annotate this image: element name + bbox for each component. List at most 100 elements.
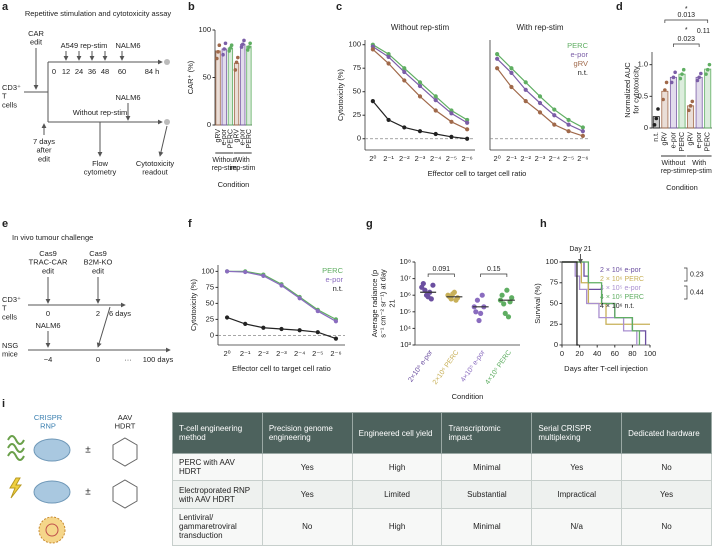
cell: Yes: [531, 452, 623, 482]
annotation: 0.013: [678, 12, 696, 19]
bar: [240, 43, 246, 126]
time-label: 0: [52, 67, 56, 76]
x-tick-label: 4×10⁵ e-por: [460, 349, 487, 384]
data-point: [224, 315, 230, 320]
x-tick-label: e-por: [221, 128, 228, 145]
annotation: 0.091: [432, 266, 450, 273]
group-label: With rep-stim: [687, 160, 712, 175]
x-tick-label: 2⁻²: [520, 154, 531, 163]
data-point: [221, 52, 225, 57]
legend-entry: e-por: [325, 275, 343, 284]
rnp-icon: [33, 438, 71, 462]
annotation: 0.23: [690, 271, 704, 278]
data-point: [465, 120, 470, 125]
data-point: [247, 45, 251, 49]
data-point: [386, 54, 391, 60]
x-tick-label: 2⁻⁴: [294, 349, 305, 358]
x-tick-label: 2⁻²: [258, 349, 269, 358]
lightning-icon: [9, 477, 23, 499]
x-tick-label: 40: [593, 349, 601, 358]
icon-label: CRISPR RNP: [34, 413, 63, 431]
data-point: [402, 66, 407, 71]
data-point: [509, 66, 514, 71]
x-tick-label: 2⁻⁵: [446, 154, 457, 163]
x-tick-label: n.t.: [653, 132, 660, 142]
data-point: [417, 94, 423, 99]
data-point: [234, 60, 239, 65]
data-point: [495, 56, 500, 61]
data-point: [680, 72, 684, 76]
data-point: [417, 129, 423, 134]
x-tick-label: 2⁻⁴: [549, 154, 560, 163]
time-label: 100 days: [143, 355, 174, 364]
y-tick-label: 100: [198, 25, 211, 34]
legend-entry: gRV: [574, 59, 588, 68]
y-tick-label: 50: [353, 87, 361, 96]
panel-label: e: [2, 218, 8, 230]
data-point: [239, 45, 244, 49]
x-tick-label: 2⁻³: [415, 154, 426, 163]
panel-label: d: [616, 1, 623, 13]
time-label: 12: [62, 67, 70, 76]
x-tick-label: 2⁻³: [535, 154, 546, 163]
plus-minus: ±: [85, 487, 91, 498]
y-tick-label: 75: [353, 63, 361, 72]
x-tick-label: 2⁻¹: [383, 154, 394, 163]
y-tick-label: 0.5: [638, 91, 648, 100]
legend-entry: 2 × 10⁶ e-por: [600, 267, 641, 274]
data-point: [671, 75, 676, 80]
data-point: [216, 50, 220, 54]
legend-entry: 2 × 10⁶ PERC: [600, 276, 644, 283]
step-label: Flow cytometry: [84, 159, 117, 177]
data-point: [402, 69, 407, 75]
icons: CRISPR RNP AAV HDRT ± ±: [7, 413, 138, 544]
x-tick-label: gRV: [215, 129, 222, 143]
data-point: [504, 287, 510, 293]
significance-bracket: [427, 273, 455, 277]
y-tick-label: 0: [644, 123, 648, 132]
data-point: [417, 83, 423, 89]
diagram-a: Repetitive stimulation and cytotoxicity …: [2, 9, 174, 177]
bar: [233, 62, 240, 126]
data-point: [566, 117, 571, 123]
y-tick-label: 50: [550, 298, 558, 307]
annotation: 0.11: [697, 28, 710, 35]
y-tick-label: 10⁵: [400, 307, 411, 316]
annotation: *: [685, 6, 688, 13]
cell: Substantial: [441, 480, 533, 509]
data-point: [707, 62, 712, 67]
x-axis-label: Condition: [452, 392, 484, 401]
time-label: 48: [101, 67, 109, 76]
data-point: [673, 70, 677, 75]
data-point: [495, 66, 500, 71]
survival-curve: [562, 261, 650, 325]
data-point: [537, 94, 543, 99]
y-tick-label: 75: [206, 282, 214, 291]
data-point: [451, 289, 457, 295]
x-tick-label: 2⁻¹: [506, 154, 517, 163]
data-point: [433, 94, 438, 99]
icon-label: AAV HDRT: [115, 413, 136, 431]
data-point: [279, 283, 284, 288]
x-tick-label: 2⁻⁵: [312, 349, 323, 358]
data-point: [704, 72, 708, 76]
data-point: [315, 330, 320, 335]
cell-label: NSG mice: [2, 341, 18, 359]
step-label: A549 rep-stim: [61, 41, 108, 50]
virus-core: [45, 523, 59, 537]
data-point: [333, 336, 339, 341]
diagram-title: In vivo tumour challenge: [12, 233, 93, 242]
table-row: Lentiviral/ gammaretroviral transduction…: [172, 507, 712, 547]
legend-bracket: [684, 267, 688, 282]
data-point: [386, 117, 391, 123]
panel-label: h: [540, 218, 547, 230]
data-point: [315, 308, 320, 314]
time-label: 0: [96, 355, 100, 364]
data-point: [370, 99, 375, 104]
data-point: [664, 80, 669, 85]
group-label: With rep-stim: [230, 157, 255, 172]
header-cell: Transcriptomic impact: [441, 412, 533, 454]
bar: [246, 45, 252, 126]
data-point: [476, 317, 482, 324]
cell: No: [621, 507, 712, 547]
